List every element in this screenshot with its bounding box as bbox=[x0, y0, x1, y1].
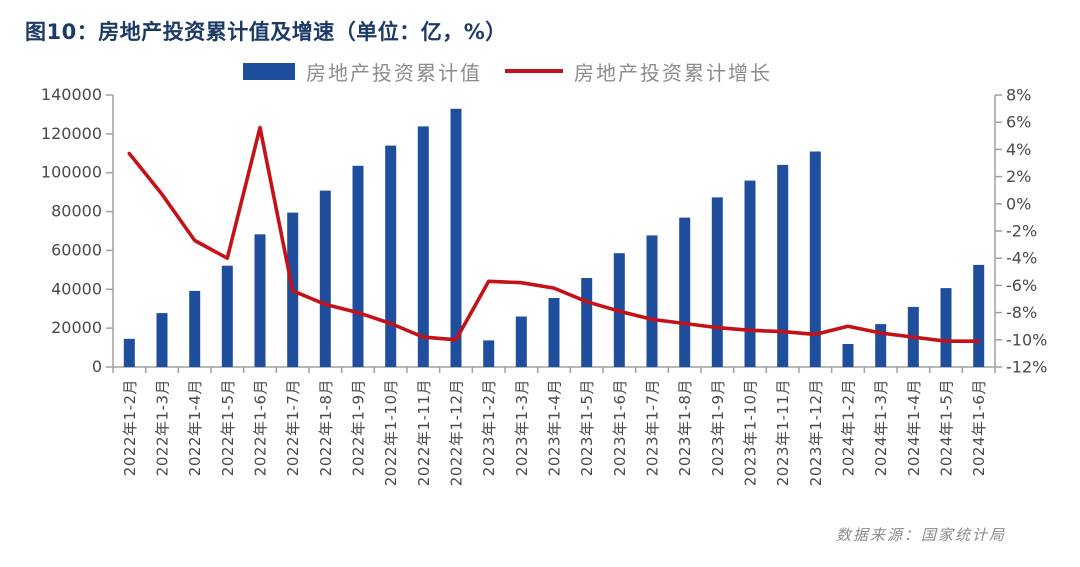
investment-bar bbox=[156, 313, 168, 367]
left-axis-tick-label: 100000 bbox=[41, 163, 102, 182]
investment-bar bbox=[744, 180, 756, 367]
right-axis-tick-label: -6% bbox=[1006, 276, 1037, 295]
x-axis-category-label: 2022年1-10月 bbox=[382, 379, 400, 486]
investment-bar bbox=[221, 265, 233, 367]
right-axis-tick-label: 8% bbox=[1006, 86, 1031, 105]
x-axis-category-label: 2023年1-8月 bbox=[676, 379, 694, 476]
x-axis-category-label: 2022年1-7月 bbox=[284, 379, 302, 476]
x-axis-category-label: 2023年1-6月 bbox=[611, 379, 629, 476]
x-axis-category-label: 2023年1-5月 bbox=[578, 379, 596, 476]
legend: 房地产投资累计值 房地产投资累计增长 bbox=[243, 59, 772, 85]
right-axis-tick-label: 6% bbox=[1006, 113, 1031, 132]
right-axis-tick-label: -12% bbox=[1006, 358, 1047, 377]
investment-bar bbox=[189, 290, 201, 367]
left-axis-tick-label: 80000 bbox=[51, 202, 102, 221]
investment-bar bbox=[679, 217, 691, 367]
investment-bar bbox=[548, 298, 560, 367]
investment-bar bbox=[254, 234, 266, 367]
investment-bar bbox=[450, 108, 462, 368]
x-axis-category-label: 2022年1-12月 bbox=[448, 379, 466, 486]
x-axis-category-label: 2022年1-4月 bbox=[186, 379, 204, 476]
right-axis-tick-label: 0% bbox=[1006, 194, 1031, 213]
legend-bar-label: 房地产投资累计值 bbox=[306, 60, 482, 85]
left-axis-tick-label: 60000 bbox=[51, 240, 102, 259]
x-axis-category-label: 2024年1-4月 bbox=[905, 379, 923, 476]
investment-bar bbox=[123, 338, 135, 367]
left-axis-tick-label: 0 bbox=[92, 357, 102, 376]
right-axis-tick-label: 2% bbox=[1006, 167, 1031, 186]
figure-title: 图10：房地产投资累计值及增速（单位：亿，%） bbox=[25, 20, 507, 44]
x-axis-category-label: 2023年1-11月 bbox=[774, 379, 792, 486]
x-axis-category-label: 2024年1-2月 bbox=[840, 379, 858, 476]
legend-line-swatch bbox=[505, 69, 563, 73]
right-axis-tick-label: -2% bbox=[1006, 222, 1037, 241]
investment-bar bbox=[809, 151, 821, 367]
legend-line-label: 房地产投资累计增长 bbox=[574, 60, 772, 85]
x-axis-category-label: 2022年1-6月 bbox=[252, 379, 270, 476]
x-axis-category-label: 2023年1-3月 bbox=[513, 379, 531, 476]
investment-bar bbox=[646, 235, 658, 367]
left-axis-tick-label: 40000 bbox=[51, 279, 102, 298]
x-axis-category-label: 2022年1-8月 bbox=[317, 379, 335, 476]
investment-bar bbox=[417, 126, 429, 368]
x-axis-category-label: 2024年1-3月 bbox=[872, 379, 890, 476]
right-axis-tick-label: -10% bbox=[1006, 330, 1047, 349]
investment-bar bbox=[385, 145, 397, 367]
x-axis-category-label: 2023年1-4月 bbox=[546, 379, 564, 476]
data-source: 数据来源：国家统计局 bbox=[835, 526, 1006, 544]
right-axis-tick-label: -8% bbox=[1006, 303, 1037, 322]
x-axis-category-label: 2022年1-9月 bbox=[350, 379, 368, 476]
x-axis-category-label: 2022年1-11月 bbox=[415, 379, 433, 486]
left-axis-tick-label: 120000 bbox=[41, 124, 102, 143]
investment-bar bbox=[581, 278, 593, 367]
left-axis-tick-label: 20000 bbox=[51, 318, 102, 337]
investment-bar bbox=[319, 190, 331, 367]
investment-bar bbox=[352, 165, 364, 367]
right-axis-tick-label: 4% bbox=[1006, 140, 1031, 159]
investment-bar bbox=[973, 264, 985, 367]
x-axis-category-label: 2024年1-6月 bbox=[970, 379, 988, 476]
x-axis-category-label: 2023年1-9月 bbox=[709, 379, 727, 476]
x-axis-category-label: 2022年1-2月 bbox=[121, 379, 139, 476]
x-axis-category-label: 2022年1-5月 bbox=[219, 379, 237, 476]
investment-bar bbox=[711, 197, 723, 367]
x-axis-category-label: 2023年1-7月 bbox=[644, 379, 662, 476]
investment-bar bbox=[875, 324, 887, 367]
left-axis-tick-label: 140000 bbox=[41, 85, 102, 104]
x-axis-category-label: 2022年1-3月 bbox=[154, 379, 172, 476]
right-axis-tick-label: -4% bbox=[1006, 249, 1037, 268]
investment-bar bbox=[842, 344, 854, 367]
investment-bar bbox=[515, 316, 527, 367]
x-axis-category-label: 2023年1-10月 bbox=[742, 379, 760, 486]
legend-bar-swatch bbox=[243, 62, 295, 80]
x-axis-category-label: 2024年1-5月 bbox=[938, 379, 956, 476]
investment-bar bbox=[777, 164, 789, 367]
x-axis-category-label: 2023年1-2月 bbox=[480, 379, 498, 476]
investment-bar bbox=[483, 340, 495, 367]
x-axis-category-label: 2023年1-12月 bbox=[807, 379, 825, 486]
growth-line bbox=[127, 125, 981, 344]
investment-bar bbox=[940, 288, 952, 367]
